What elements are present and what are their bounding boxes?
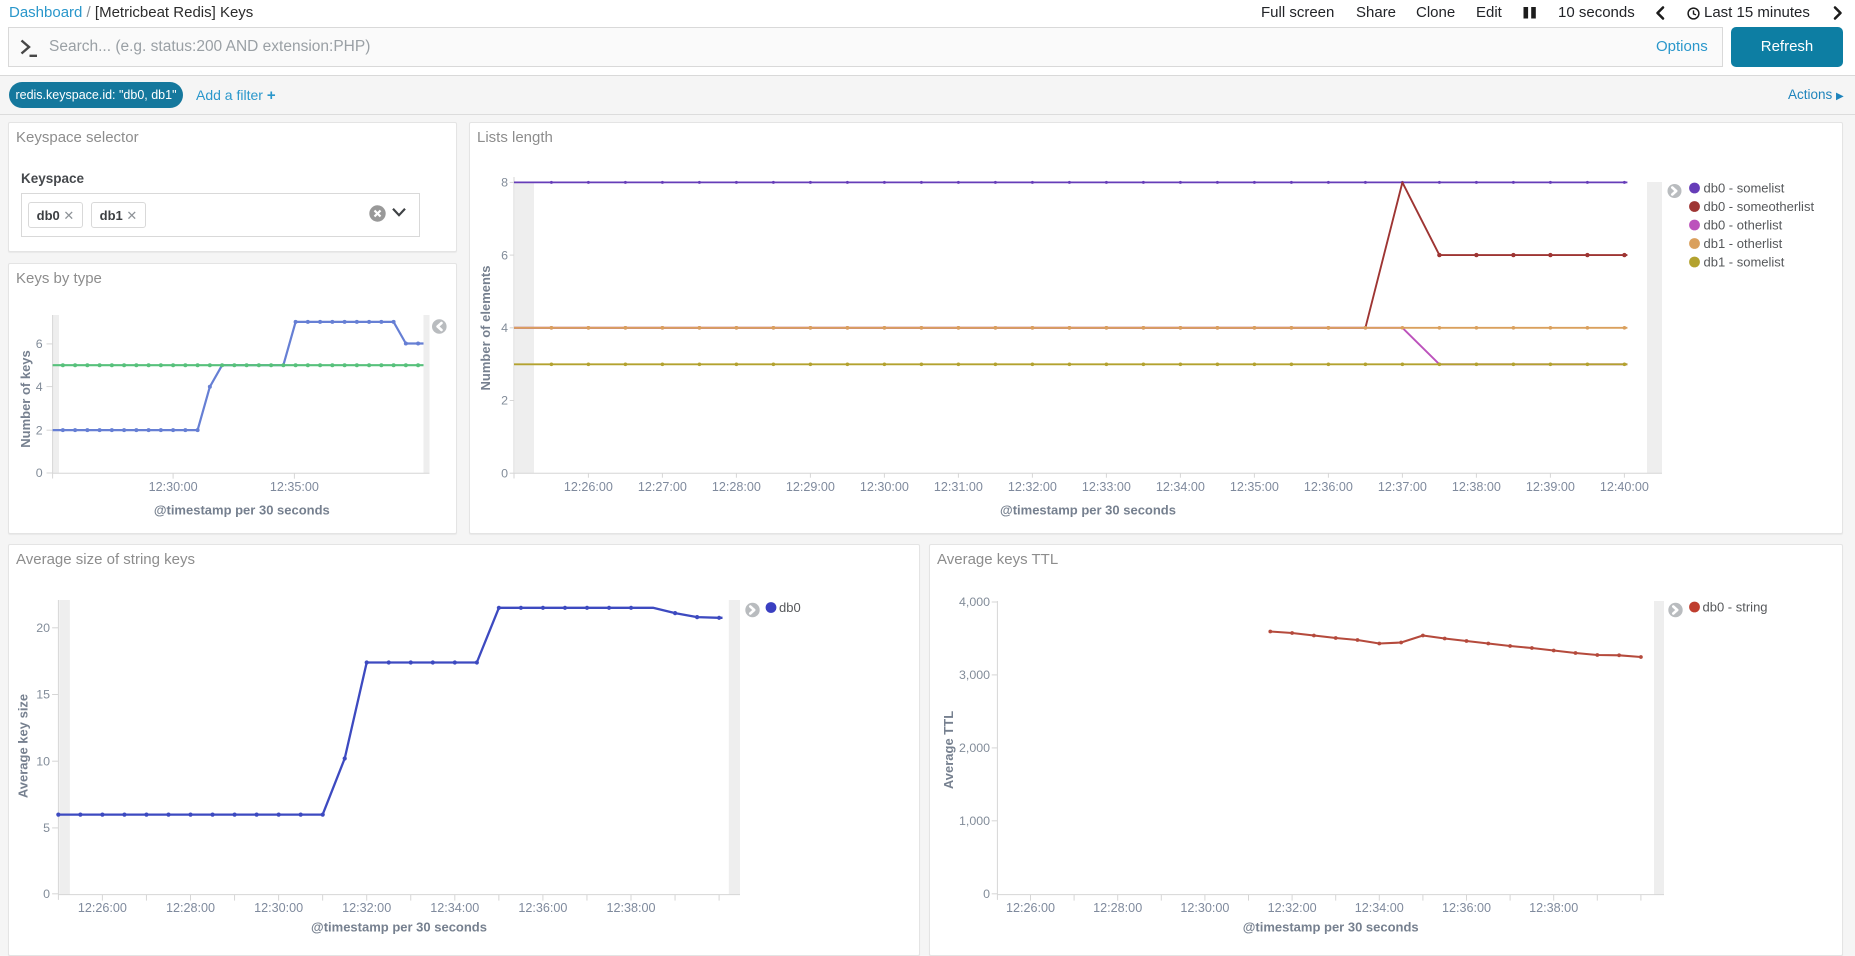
svg-text:12:28:00: 12:28:00 <box>1093 901 1142 915</box>
svg-text:db0 - otherlist: db0 - otherlist <box>1704 218 1783 233</box>
svg-text:0: 0 <box>43 887 50 901</box>
svg-text:4: 4 <box>36 380 43 394</box>
svg-text:12:39:00: 12:39:00 <box>1526 480 1575 494</box>
svg-text:4,000: 4,000 <box>959 595 990 609</box>
svg-text:db1 - otherlist: db1 - otherlist <box>1704 236 1783 251</box>
svg-text:12:30:00: 12:30:00 <box>254 901 303 915</box>
svg-text:12:32:00: 12:32:00 <box>342 901 391 915</box>
svg-text:Number of keys: Number of keys <box>18 350 33 448</box>
svg-text:5: 5 <box>43 821 50 835</box>
svg-text:1,000: 1,000 <box>959 814 990 828</box>
svg-text:@timestamp per 30 seconds: @timestamp per 30 seconds <box>154 502 330 517</box>
svg-text:12:32:00: 12:32:00 <box>1008 480 1057 494</box>
svg-text:12:30:00: 12:30:00 <box>149 480 198 494</box>
svg-text:db0: db0 <box>779 600 801 615</box>
svg-text:12:29:00: 12:29:00 <box>786 480 835 494</box>
svg-text:Average key size: Average key size <box>16 694 31 798</box>
svg-text:12:26:00: 12:26:00 <box>1006 901 1055 915</box>
svg-text:12:26:00: 12:26:00 <box>564 480 613 494</box>
svg-text:12:34:00: 12:34:00 <box>1156 480 1205 494</box>
svg-text:12:28:00: 12:28:00 <box>166 901 215 915</box>
svg-text:20: 20 <box>36 621 50 635</box>
svg-text:4: 4 <box>501 321 508 335</box>
svg-text:12:26:00: 12:26:00 <box>78 901 127 915</box>
svg-text:12:38:00: 12:38:00 <box>606 901 655 915</box>
svg-text:12:37:00: 12:37:00 <box>1378 480 1427 494</box>
svg-text:12:35:00: 12:35:00 <box>1230 480 1279 494</box>
svg-text:12:31:00: 12:31:00 <box>934 480 983 494</box>
svg-text:12:33:00: 12:33:00 <box>1082 480 1131 494</box>
svg-text:@timestamp per 30 seconds: @timestamp per 30 seconds <box>311 920 487 935</box>
svg-text:12:38:00: 12:38:00 <box>1529 901 1578 915</box>
svg-text:8: 8 <box>501 176 508 190</box>
svg-text:0: 0 <box>983 887 990 901</box>
svg-text:@timestamp per 30 seconds: @timestamp per 30 seconds <box>1000 502 1176 517</box>
svg-text:2: 2 <box>36 423 43 437</box>
svg-text:12:36:00: 12:36:00 <box>1304 480 1353 494</box>
svg-text:2,000: 2,000 <box>959 741 990 755</box>
svg-text:0: 0 <box>501 466 508 480</box>
svg-text:12:36:00: 12:36:00 <box>1442 901 1491 915</box>
svg-text:6: 6 <box>501 248 508 262</box>
svg-text:12:30:00: 12:30:00 <box>1180 901 1229 915</box>
svg-text:@timestamp per 30 seconds: @timestamp per 30 seconds <box>1243 920 1419 935</box>
svg-text:db0 - someotherlist: db0 - someotherlist <box>1704 199 1815 214</box>
svg-text:db1 - somelist: db1 - somelist <box>1704 255 1785 270</box>
svg-text:12:36:00: 12:36:00 <box>518 901 567 915</box>
svg-text:12:38:00: 12:38:00 <box>1452 480 1501 494</box>
svg-text:12:34:00: 12:34:00 <box>430 901 479 915</box>
svg-text:12:32:00: 12:32:00 <box>1268 901 1317 915</box>
svg-text:12:28:00: 12:28:00 <box>712 480 761 494</box>
svg-text:10: 10 <box>36 754 50 768</box>
svg-text:12:34:00: 12:34:00 <box>1355 901 1404 915</box>
svg-text:2: 2 <box>501 394 508 408</box>
svg-text:db0 - string: db0 - string <box>1703 600 1768 615</box>
svg-text:12:35:00: 12:35:00 <box>270 480 319 494</box>
svg-text:Average TTL: Average TTL <box>941 711 956 789</box>
svg-text:12:30:00: 12:30:00 <box>860 480 909 494</box>
svg-text:15: 15 <box>36 688 50 702</box>
svg-text:3,000: 3,000 <box>959 668 990 682</box>
svg-text:12:40:00: 12:40:00 <box>1600 480 1649 494</box>
svg-text:db0 - somelist: db0 - somelist <box>1704 181 1785 196</box>
svg-text:0: 0 <box>36 466 43 480</box>
svg-text:Number of elements: Number of elements <box>478 266 493 391</box>
svg-text:12:27:00: 12:27:00 <box>638 480 687 494</box>
svg-text:6: 6 <box>36 337 43 351</box>
